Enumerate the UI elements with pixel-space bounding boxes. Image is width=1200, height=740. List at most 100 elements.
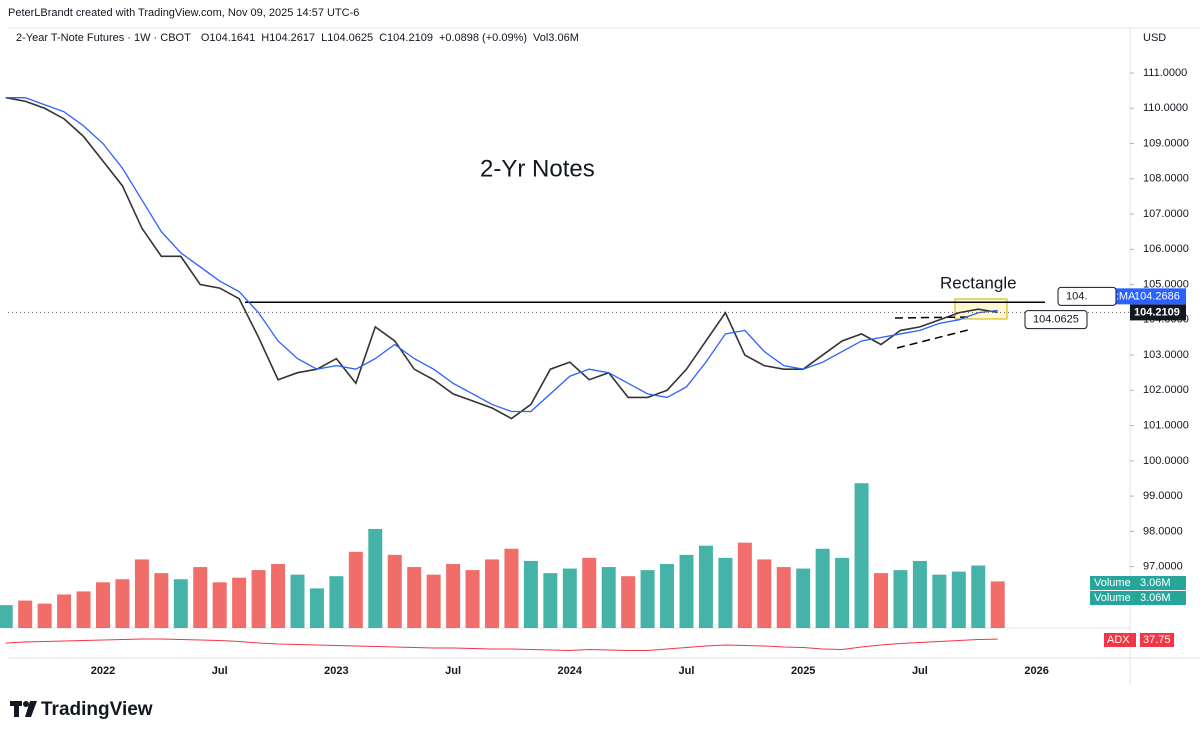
volume-bar [621, 576, 636, 628]
volume-bar [271, 564, 286, 628]
x-tick-label: 2025 [791, 665, 815, 677]
x-tick-label: Jul [679, 665, 695, 677]
y-tick-label: 111.0000 [1143, 67, 1187, 79]
adx-line [5, 638, 998, 652]
ohlc-value: Vol3.06M [533, 32, 579, 44]
x-tick-label: Jul [212, 665, 228, 677]
y-tick-label: 107.0000 [1143, 208, 1189, 220]
volume-bar [407, 567, 422, 628]
volume-bar [134, 559, 149, 628]
y-tick-label: 97.0000 [1143, 561, 1183, 573]
volume-bar [893, 570, 908, 628]
volume-bar [912, 560, 927, 628]
y-tick-label: 101.0000 [1143, 420, 1189, 432]
volume-bar [640, 570, 655, 628]
volume-name: Volume [1094, 592, 1131, 604]
chart-title: 2-Yr Notes [480, 155, 595, 182]
volume-bar [232, 577, 247, 628]
ohlc-value: +0.0898 (+0.09%) [439, 32, 527, 44]
symbol: 2-Year T-Note Futures · 1W · CBOT [16, 32, 191, 44]
truncated-badge [1057, 286, 1117, 306]
volume-bar [835, 557, 850, 628]
volume-bar [426, 574, 441, 628]
volume-bar [465, 570, 480, 628]
volume-bar [115, 579, 130, 628]
volume-bar [76, 591, 91, 628]
x-tick-label: 2023 [324, 665, 348, 677]
y-tick-label: 110.0000 [1143, 102, 1188, 114]
adx-name: ADX [1107, 634, 1130, 646]
ohlc-value: C104.2109 [379, 32, 433, 44]
adx-value: 37.75 [1143, 634, 1171, 646]
sma-line [5, 97, 998, 413]
y-tick-label: 102.0000 [1143, 384, 1189, 396]
volume-bar [309, 588, 324, 628]
volume-bar [718, 557, 733, 628]
volume-badge [1090, 591, 1186, 605]
y-tick-label: 103.0000 [1143, 349, 1189, 361]
volume-bar [971, 565, 986, 628]
annotation: Rectangle [940, 273, 1017, 292]
currency: USD [1143, 32, 1166, 44]
x-tick-label: Jul [445, 665, 461, 677]
credit: PeterLBrandt created with TradingView.co… [8, 7, 359, 19]
y-tick-label: 100.0000 [1143, 455, 1189, 467]
volume-bar [485, 559, 499, 628]
volume-bar [368, 528, 383, 628]
volume-value: 3.06M [1140, 577, 1171, 589]
volume-bar [990, 581, 1005, 628]
volume-bar [251, 570, 266, 628]
volume-bar [679, 554, 694, 628]
volume-bar [523, 560, 538, 628]
volume-bar [562, 568, 577, 628]
x-tick-label: 2024 [558, 665, 583, 677]
volume-bar [854, 483, 869, 628]
low-label: 104.0625 [1033, 314, 1079, 326]
x-tick-label: 2026 [1024, 665, 1048, 677]
volume-bar [387, 554, 402, 628]
volume-bar [660, 564, 675, 628]
x-tick-label: Jul [912, 665, 928, 677]
low-badge [1024, 310, 1088, 330]
y-tick-label: 105.0000 [1143, 278, 1189, 290]
ohlc-value: H104.2617 [261, 32, 315, 44]
volume-bar [348, 551, 363, 628]
volume-bar [737, 542, 752, 628]
volume-bar [173, 579, 188, 628]
y-tick-label: 109.0000 [1143, 137, 1189, 149]
price-line [5, 96, 998, 420]
volume-bar [932, 574, 947, 628]
volume-bar [0, 605, 13, 628]
volume-bar [212, 582, 227, 628]
y-tick-label: 99.0000 [1143, 490, 1183, 502]
volume-bar [698, 545, 713, 628]
volume-bar [57, 594, 72, 628]
volume-value: 3.06M [1140, 592, 1171, 604]
y-tick-label: 106.0000 [1143, 243, 1189, 255]
ohlc-value: O104.1641 [201, 32, 255, 44]
sma-value: 104.2686 [1134, 290, 1180, 302]
y-tick-label: 98.0000 [1143, 525, 1183, 537]
brand: TradingView [41, 699, 153, 720]
volume-bar [37, 603, 52, 628]
volume-bar [543, 573, 558, 628]
adx-badge [1104, 633, 1136, 647]
volume-bar [815, 548, 830, 628]
volume-name: Volume [1094, 577, 1131, 589]
last-price-badge [1130, 304, 1186, 321]
volume-bar [193, 567, 208, 628]
y-tick-label: 108.0000 [1143, 173, 1189, 185]
volume-bar [601, 567, 616, 628]
volume-bar [874, 573, 888, 628]
logo [10, 701, 37, 717]
volume-bar [154, 573, 169, 628]
volume-bar [757, 559, 772, 628]
volume-bar [18, 600, 33, 628]
volume-bar [329, 576, 344, 628]
volume-bar [582, 557, 597, 628]
volume-bar [951, 571, 966, 628]
x-tick-label: 2022 [91, 665, 115, 677]
volume-bar [96, 582, 110, 628]
volume-badge [1090, 576, 1186, 590]
